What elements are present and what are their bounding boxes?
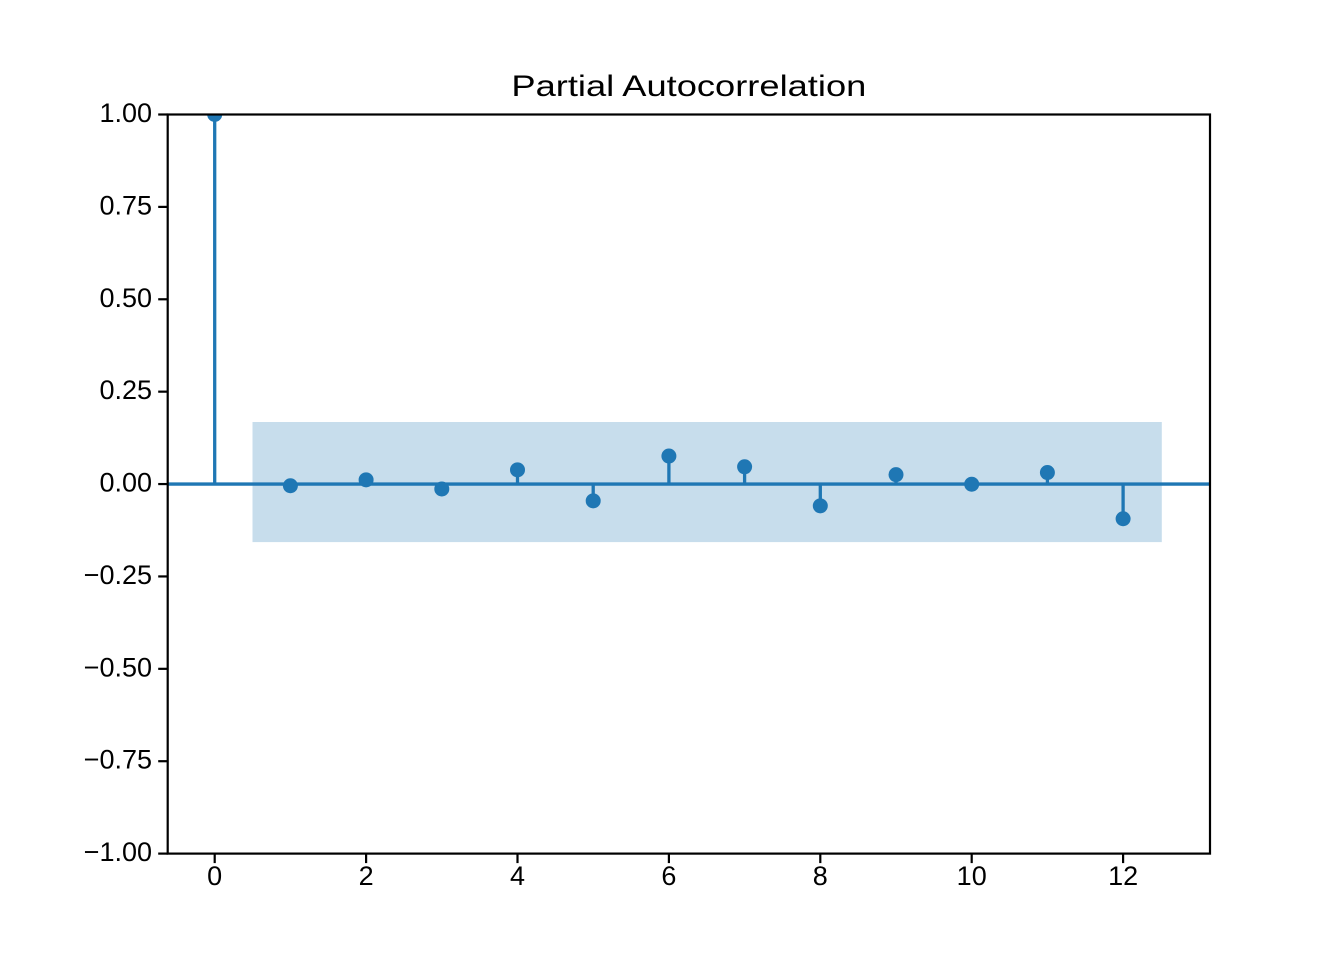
- svg-text:4: 4: [510, 861, 525, 891]
- svg-text:10: 10: [957, 861, 987, 891]
- svg-text:2: 2: [359, 861, 374, 891]
- svg-text:−0.50: −0.50: [84, 652, 152, 682]
- svg-text:0: 0: [207, 861, 222, 891]
- svg-text:Partial Autocorrelation: Partial Autocorrelation: [511, 70, 866, 103]
- svg-text:−0.75: −0.75: [84, 745, 152, 775]
- svg-text:−0.25: −0.25: [84, 560, 152, 590]
- svg-text:12: 12: [1108, 861, 1138, 891]
- svg-text:1.00: 1.00: [99, 98, 152, 128]
- svg-text:0.75: 0.75: [99, 190, 152, 220]
- svg-text:6: 6: [661, 861, 676, 891]
- svg-text:0.00: 0.00: [99, 468, 152, 498]
- svg-text:8: 8: [813, 861, 828, 891]
- svg-text:−1.00: −1.00: [84, 837, 152, 867]
- svg-text:0.25: 0.25: [99, 375, 152, 405]
- svg-text:0.50: 0.50: [99, 283, 152, 313]
